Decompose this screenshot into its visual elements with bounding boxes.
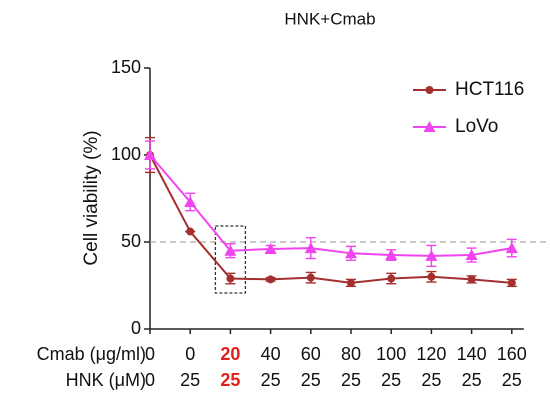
y-tick-label: 50 [121, 231, 141, 251]
chart-title: HNK+Cmab [284, 9, 375, 28]
x-tick-label: 0 [185, 344, 195, 364]
y-axis-label: Cell viability (%) [81, 130, 102, 265]
legend-marker [425, 86, 434, 94]
data-point [144, 149, 156, 160]
x-tick-label: 25 [381, 370, 401, 390]
x-tick-label: 25 [180, 370, 200, 390]
x-tick-label: 0 [145, 370, 155, 390]
x-tick-label: 25 [301, 370, 321, 390]
data-point [385, 249, 398, 261]
data-point [467, 275, 476, 284]
data-point [427, 272, 436, 281]
series-line [149, 154, 512, 284]
data-point [186, 227, 195, 236]
data-point [425, 249, 438, 261]
x-tick-label: 25 [261, 370, 281, 390]
series-line [149, 154, 512, 257]
x-row-name: Cmab (μg/ml) [37, 344, 146, 364]
y-tick-label: 0 [131, 318, 141, 338]
data-point [465, 249, 478, 261]
data-point [505, 242, 518, 254]
x-tick-label: 120 [416, 344, 446, 364]
y-tick-label: 150 [111, 57, 141, 77]
x-tick-label: 40 [261, 344, 281, 364]
legend-label: HCT116 [455, 79, 524, 100]
legend-label: LoVo [455, 116, 498, 137]
y-tick-label: 100 [111, 144, 141, 164]
data-point [264, 242, 277, 254]
x-tick-label: 25 [341, 370, 361, 390]
data-point [387, 274, 396, 283]
x-row-name: HNK (μM) [66, 370, 146, 390]
data-point [347, 278, 355, 287]
data-point [226, 274, 235, 283]
data-point [345, 247, 357, 259]
x-tick-label: 25 [421, 370, 441, 390]
x-tick-label: 60 [301, 344, 321, 364]
x-tick-label: 100 [376, 344, 406, 364]
data-point [224, 244, 237, 256]
data-point [304, 242, 317, 254]
x-tick-label: 25 [462, 370, 482, 390]
data-point [266, 275, 275, 284]
x-tick-label: 140 [457, 344, 487, 364]
data-point [507, 278, 516, 287]
data-point [306, 273, 315, 282]
x-tick-label: 25 [502, 370, 522, 390]
x-tick-label: 80 [341, 344, 361, 364]
x-tick-label: 20 [220, 344, 240, 364]
x-tick-label: 25 [220, 370, 240, 390]
x-tick-label: 0 [145, 344, 155, 364]
x-tick-label: 160 [497, 344, 527, 364]
legend-marker [423, 121, 436, 132]
data-point [184, 195, 197, 207]
